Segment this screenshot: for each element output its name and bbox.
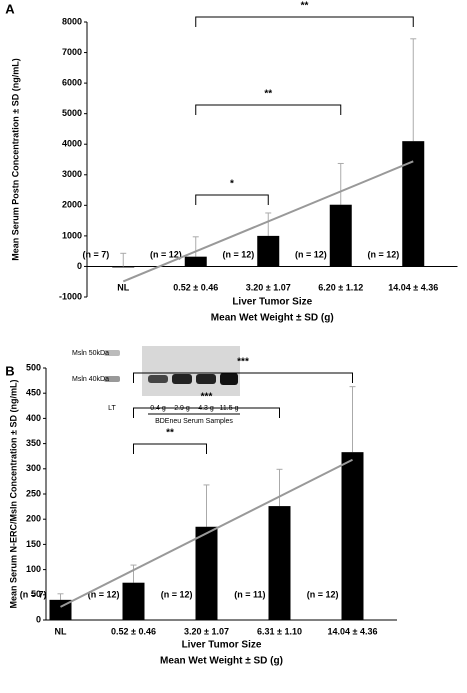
- lane-label: LT: [108, 405, 116, 412]
- y-axis-title: Mean Serum N-ERC/Msln Concentration ± SD…: [8, 380, 18, 609]
- panel-label: A: [5, 1, 15, 16]
- significance-label: **: [301, 1, 309, 12]
- bar: [268, 506, 291, 620]
- y-tick-label: 350: [26, 438, 41, 448]
- x-tick-label: 3.20 ± 1.07: [246, 282, 291, 292]
- y-tick-label: 400: [26, 413, 41, 423]
- y-tick-label: 6000: [62, 77, 82, 87]
- significance-bracket: [195, 194, 269, 205]
- y-tick-label: 1000: [62, 230, 82, 240]
- y-tick-label: 200: [26, 514, 41, 524]
- y-tick-label: 150: [26, 539, 41, 549]
- blot-image: [104, 346, 240, 415]
- bar: [195, 526, 218, 620]
- n-label: (n = 7): [82, 249, 109, 259]
- y-tick-label: 7000: [62, 47, 82, 57]
- n-label: (n = 12): [150, 249, 182, 259]
- x-axis-title: Liver Tumor Size: [232, 297, 312, 308]
- y-tick-label: 4000: [62, 139, 82, 149]
- trend-line: [122, 160, 414, 283]
- bar: [257, 235, 280, 267]
- significance-bracket: [195, 16, 414, 27]
- y-tick-label: -1000: [59, 291, 82, 301]
- n-label: (n = 12): [161, 589, 193, 599]
- blot-label: Msln 50kDa: [72, 350, 109, 357]
- x-axis-title: Liver Tumor Size: [182, 640, 262, 651]
- y-tick-label: 50: [31, 589, 41, 599]
- bar: [112, 266, 135, 268]
- blot-caption: BDEneu Serum Samples: [155, 418, 233, 425]
- significance-label: **: [166, 428, 174, 439]
- y-tick-label: 300: [26, 463, 41, 473]
- significance-label: **: [264, 89, 272, 100]
- x-tick-label: 14.04 ± 4.36: [388, 282, 438, 292]
- x-tick-label: 14.04 ± 4.36: [328, 626, 378, 636]
- x-tick-label: 0.52 ± 0.46: [111, 626, 156, 636]
- panel-label: B: [5, 363, 14, 378]
- lane-label: 2.9 g: [174, 405, 190, 412]
- significance-bracket: [133, 407, 280, 418]
- x-tick-label: NL: [55, 626, 67, 636]
- bar: [341, 452, 364, 620]
- n-label: (n = 12): [88, 589, 120, 599]
- x-tick-label: 3.20 ± 1.07: [184, 626, 229, 636]
- x-axis-title: Mean Wet Weight ± SD (g): [211, 313, 334, 324]
- blot-label: Msln 40kDa: [72, 376, 109, 383]
- lane-label: 4.3 g: [198, 405, 214, 412]
- y-tick-label: 450: [26, 388, 41, 398]
- bar: [329, 204, 352, 267]
- significance-label: ***: [237, 357, 249, 368]
- n-label: (n = 12): [367, 249, 399, 259]
- y-tick-label: 8000: [62, 16, 82, 26]
- y-tick-label: 2000: [62, 200, 82, 210]
- y-tick-label: 250: [26, 488, 41, 498]
- lane-label: 0.4 g: [150, 405, 166, 412]
- y-tick-label: 500: [26, 362, 41, 372]
- significance-bracket: [195, 104, 342, 115]
- n-label: (n = 12): [295, 249, 327, 259]
- y-tick-label: 100: [26, 564, 41, 574]
- y-tick-label: 3000: [62, 169, 82, 179]
- y-tick-label: 5000: [62, 108, 82, 118]
- x-tick-label: 6.31 ± 1.10: [257, 626, 302, 636]
- n-label: (n = 12): [222, 249, 254, 259]
- lane-label: 11.5 g: [220, 405, 239, 412]
- n-label: (n = 11): [234, 589, 265, 599]
- bar: [402, 141, 425, 267]
- significance-bracket: [133, 372, 353, 383]
- x-axis-title: Mean Wet Weight ± SD (g): [160, 656, 283, 667]
- n-label: (n = 7): [20, 589, 47, 599]
- significance-bracket: [133, 443, 207, 454]
- y-tick-label: 0: [36, 614, 41, 624]
- bar: [122, 582, 145, 620]
- x-tick-label: 6.20 ± 1.12: [318, 282, 363, 292]
- significance-label: *: [230, 179, 234, 190]
- n-label: (n = 12): [307, 589, 339, 599]
- y-tick-label: 0: [77, 261, 82, 271]
- significance-label: ***: [201, 392, 213, 403]
- x-tick-label: NL: [117, 282, 129, 292]
- x-tick-label: 0.52 ± 0.46: [173, 282, 218, 292]
- bar: [184, 256, 207, 267]
- trend-line: [60, 458, 353, 608]
- y-axis-title: Mean Serum Postn Concentration ± SD (ng/…: [10, 58, 20, 260]
